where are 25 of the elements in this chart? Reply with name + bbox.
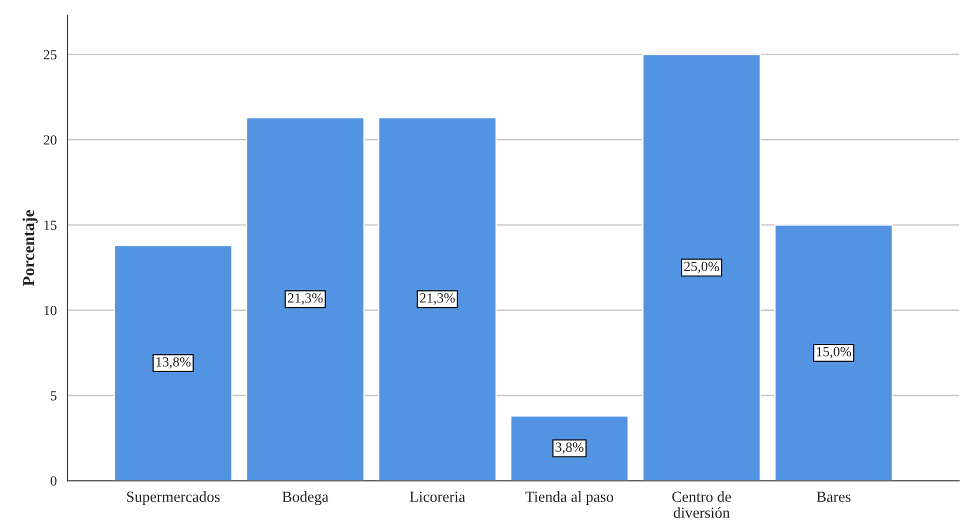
data-label: 3,8% xyxy=(556,442,584,454)
x-tick-label: Licoreria xyxy=(410,492,466,502)
y-tick-label: 25 xyxy=(44,50,57,60)
y-tick-label: 15 xyxy=(44,220,57,230)
data-label: 25,0% xyxy=(684,262,720,274)
data-label: 21,3% xyxy=(420,293,455,305)
bar xyxy=(642,54,762,481)
y-tick-label: 0 xyxy=(50,476,57,486)
data-label: 21,3% xyxy=(288,293,323,305)
bar xyxy=(246,116,365,481)
y-tick-label: 10 xyxy=(44,306,57,316)
y-axis-title: Porcentaje xyxy=(22,210,38,286)
x-tick-label: Centro de diversión xyxy=(672,491,731,518)
x-tick-label: Tienda al paso xyxy=(525,491,614,506)
bar xyxy=(114,244,233,481)
bar xyxy=(510,415,629,481)
bar xyxy=(774,224,894,481)
x-tick-label: Bares xyxy=(816,492,851,502)
x-tick-label: Bodega xyxy=(282,491,328,506)
y-tick-label: 5 xyxy=(50,391,57,400)
data-label: 15,0% xyxy=(816,346,852,358)
y-tick-label: 20 xyxy=(44,135,57,145)
data-label: 13,8% xyxy=(156,357,191,369)
bar xyxy=(378,116,497,481)
x-tick-label: Supermercados xyxy=(127,491,220,506)
